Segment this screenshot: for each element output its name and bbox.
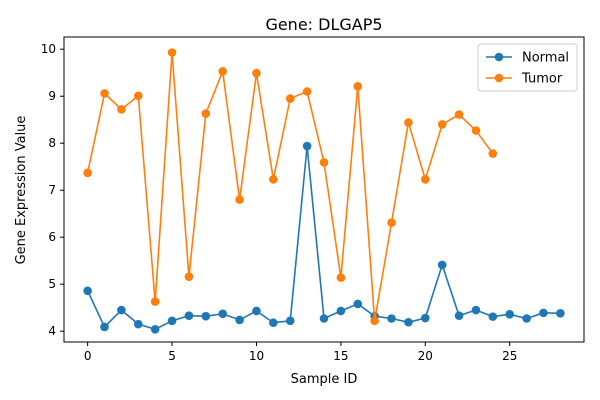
data-point-normal xyxy=(302,141,312,151)
data-point-normal xyxy=(218,309,228,319)
data-point-tumor xyxy=(167,48,177,57)
y-tick-label: 10 xyxy=(41,42,56,56)
data-point-normal xyxy=(387,314,396,323)
data-point-normal xyxy=(522,314,531,323)
data-point-tumor xyxy=(133,91,143,101)
data-point-tumor xyxy=(488,149,498,158)
data-point-normal xyxy=(420,313,430,323)
data-point-normal xyxy=(471,305,481,315)
data-point-normal xyxy=(505,309,515,319)
data-point-tumor xyxy=(100,89,109,98)
data-point-normal xyxy=(252,306,261,316)
legend-label-normal: Normal xyxy=(522,51,569,66)
data-point-tumor xyxy=(218,67,228,76)
y-tick-label: 4 xyxy=(48,324,56,338)
data-point-normal xyxy=(488,312,498,321)
data-point-tumor xyxy=(285,94,295,103)
y-tick-label: 5 xyxy=(48,277,56,291)
data-point-tumor xyxy=(302,87,312,96)
data-point-tumor xyxy=(150,297,160,306)
data-point-normal xyxy=(150,325,160,334)
data-point-normal xyxy=(83,286,92,296)
data-point-normal xyxy=(235,315,244,325)
data-point-tumor xyxy=(336,273,346,282)
data-point-normal xyxy=(269,318,278,328)
x-tick-label: 5 xyxy=(168,349,176,363)
data-point-tumor xyxy=(117,105,126,114)
data-point-normal xyxy=(404,317,413,327)
series-line-tumor xyxy=(86,52,494,321)
data-point-tumor xyxy=(387,218,396,227)
x-tick-label: 0 xyxy=(84,349,92,363)
data-point-normal xyxy=(319,314,329,323)
data-point-tumor xyxy=(319,158,329,167)
y-tick-label: 6 xyxy=(48,230,56,244)
data-point-tumor xyxy=(404,118,413,127)
legend-marker-normal xyxy=(494,52,504,62)
data-point-tumor xyxy=(252,68,261,78)
data-point-tumor xyxy=(437,120,447,129)
data-point-tumor xyxy=(454,110,464,119)
y-tick-label: 7 xyxy=(48,183,56,197)
data-point-normal xyxy=(133,319,143,329)
data-point-tumor xyxy=(235,195,244,204)
data-point-normal xyxy=(201,311,211,321)
data-point-normal xyxy=(285,316,295,326)
data-point-normal xyxy=(437,260,447,270)
legend-label-tumor: Tumor xyxy=(521,72,563,87)
legend-marker-tumor xyxy=(494,73,504,83)
x-tick-label: 25 xyxy=(502,349,517,363)
data-point-tumor xyxy=(83,168,92,178)
data-point-normal xyxy=(539,308,548,318)
chart-title: Gene: DLGAP5 xyxy=(265,15,382,34)
data-point-normal xyxy=(454,311,464,320)
y-tick-label: 9 xyxy=(48,89,56,103)
x-tick-label: 15 xyxy=(333,349,348,363)
y-tick-label: 8 xyxy=(48,136,56,150)
y-axis-label: Gene Expression Value xyxy=(14,116,29,265)
data-point-normal xyxy=(167,316,177,326)
data-point-tumor xyxy=(353,82,363,91)
x-tick-label: 20 xyxy=(418,349,433,363)
data-point-tumor xyxy=(269,175,278,184)
data-point-normal xyxy=(184,311,194,320)
legend: Normal Tumor xyxy=(477,43,578,92)
x-axis-label: Sample ID xyxy=(291,372,358,387)
plot-frame xyxy=(63,36,585,343)
plot-area xyxy=(83,48,565,334)
data-point-tumor xyxy=(420,175,430,184)
data-point-tumor xyxy=(184,272,194,281)
data-point-tumor xyxy=(370,316,379,326)
x-tick-label: 10 xyxy=(249,349,264,363)
data-point-tumor xyxy=(471,126,481,135)
data-point-normal xyxy=(556,309,565,318)
data-point-tumor xyxy=(201,109,211,118)
data-point-normal xyxy=(353,299,363,309)
data-point-normal xyxy=(117,305,126,315)
data-point-normal xyxy=(100,322,109,332)
data-point-normal xyxy=(336,306,346,316)
